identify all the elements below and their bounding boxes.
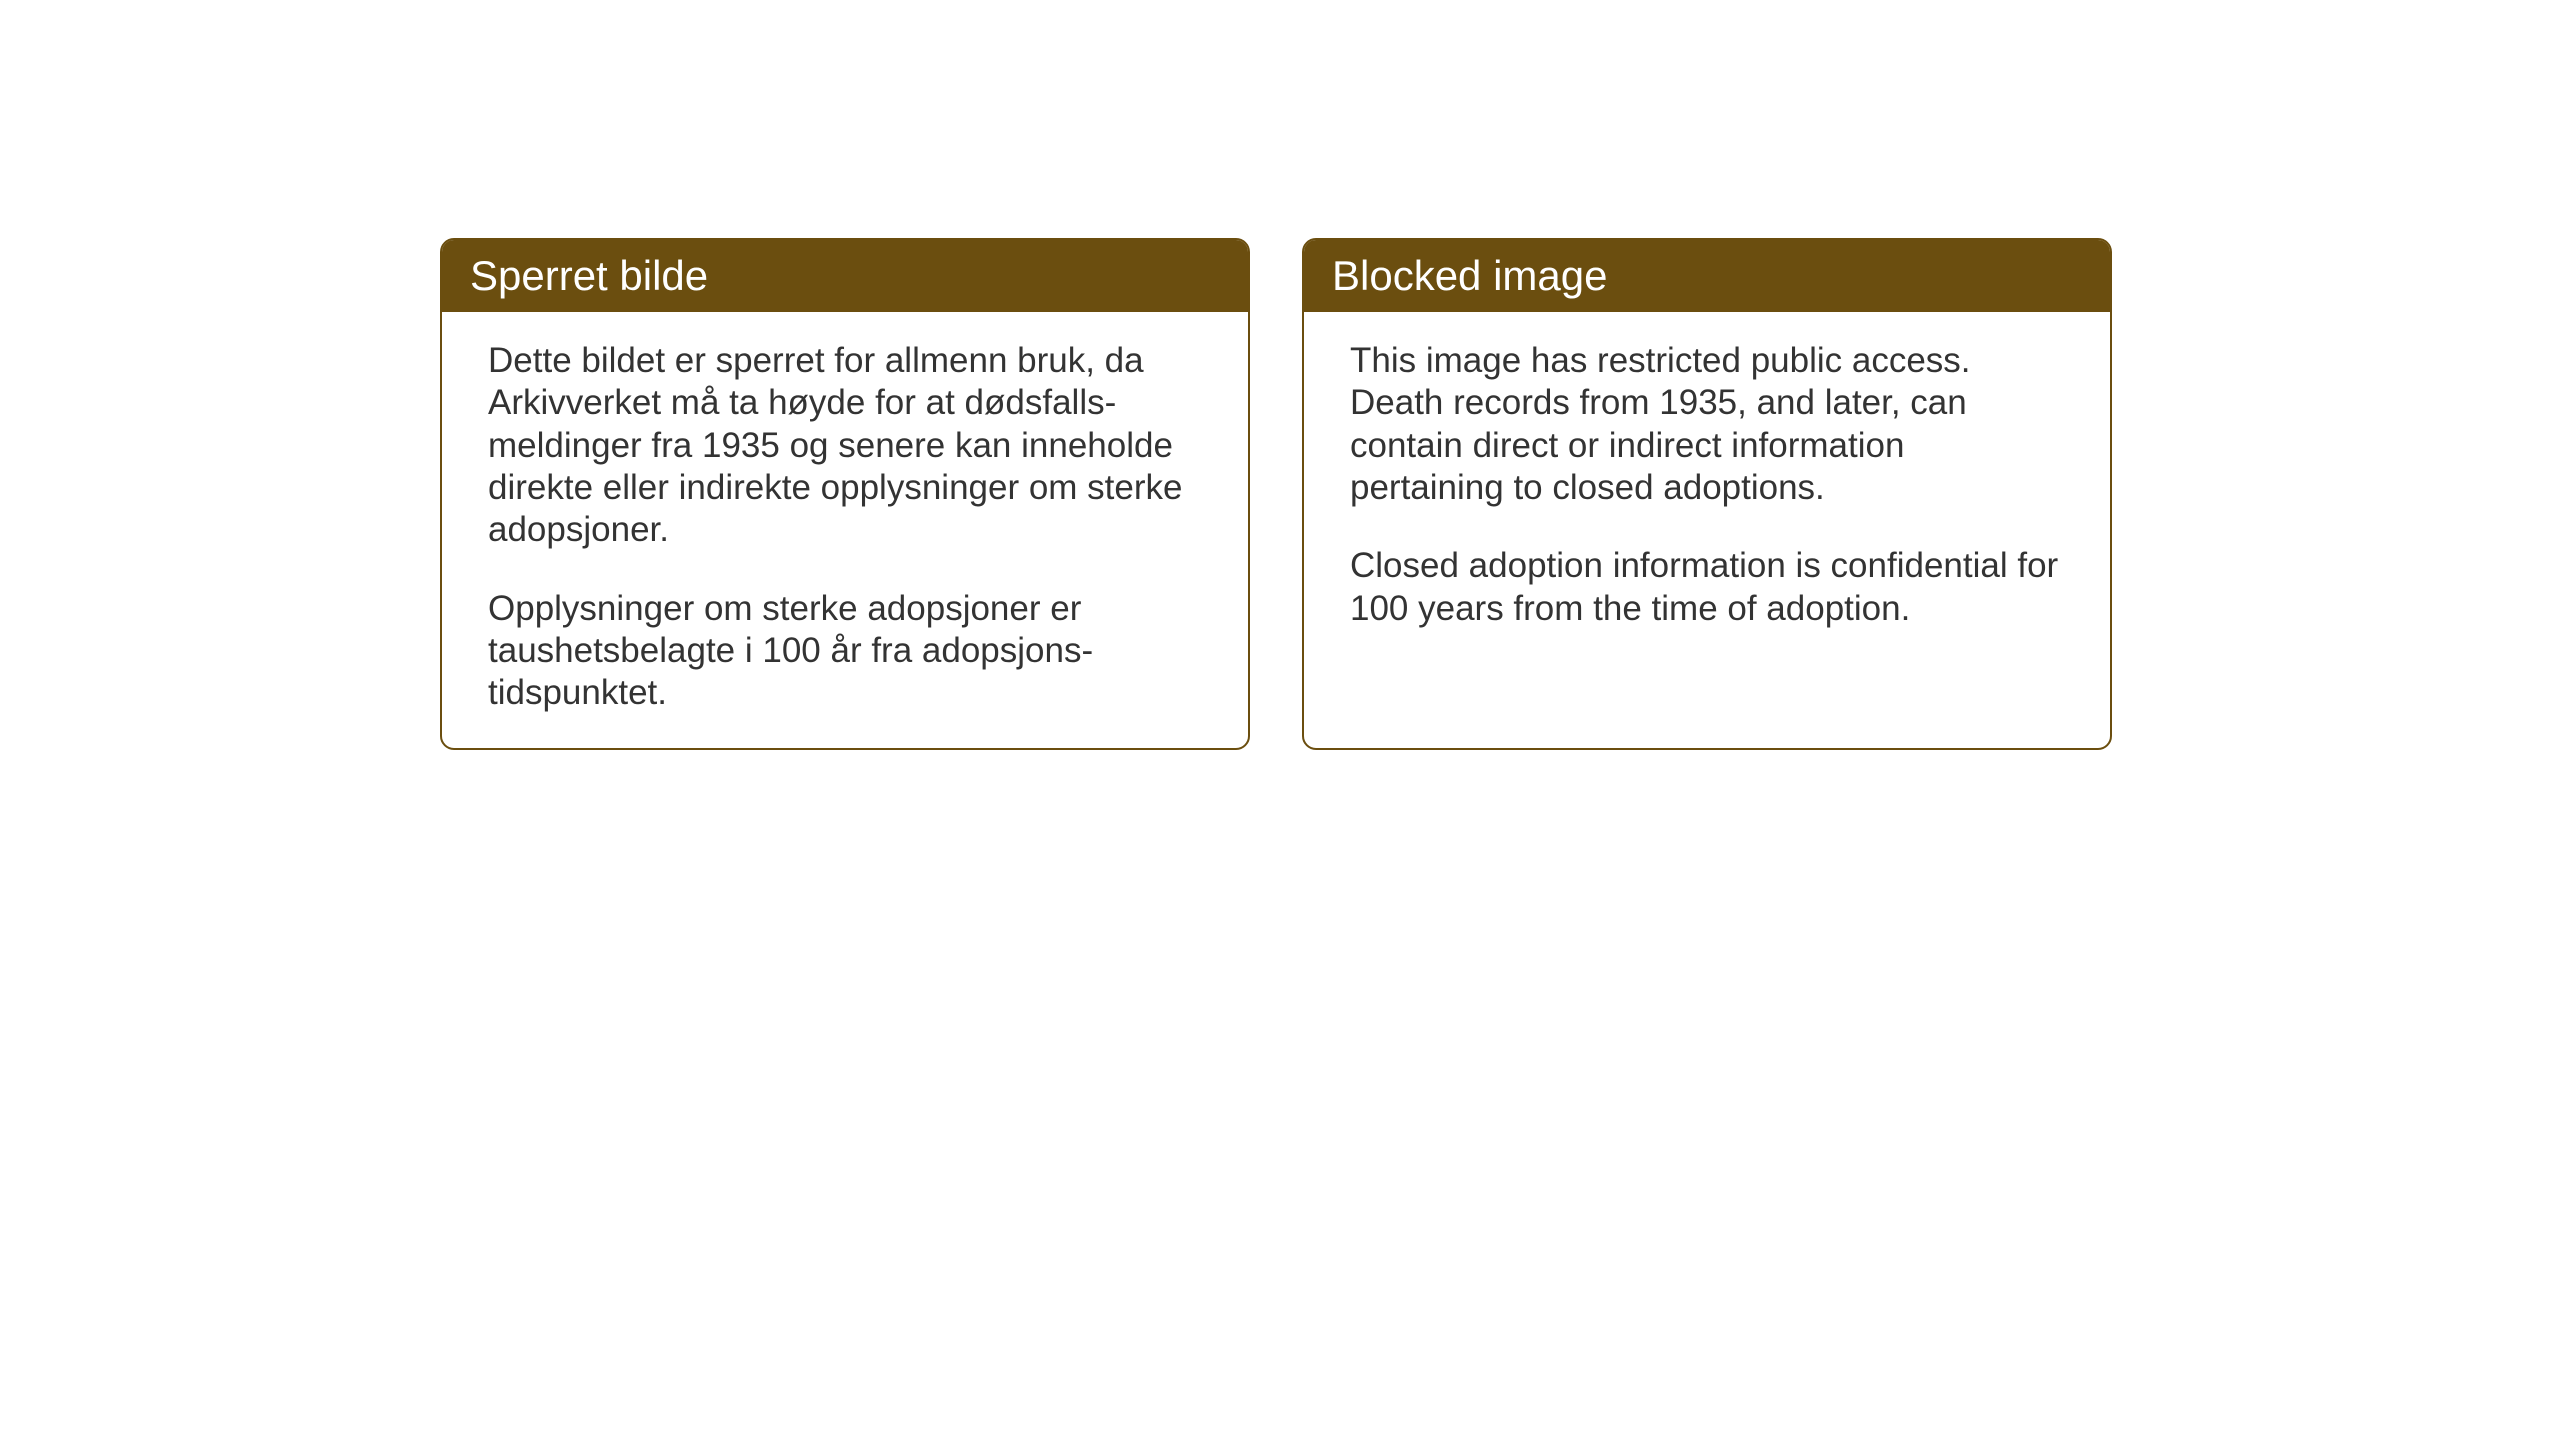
card-body-norwegian: Dette bildet er sperret for allmenn bruk… bbox=[442, 312, 1248, 750]
notice-cards-container: Sperret bilde Dette bildet er sperret fo… bbox=[440, 238, 2112, 750]
card-header-norwegian: Sperret bilde bbox=[442, 240, 1248, 312]
card-paragraph-2-norwegian: Opplysninger om sterke adopsjoner er tau… bbox=[488, 588, 1202, 715]
card-title-english: Blocked image bbox=[1332, 252, 1607, 299]
card-title-norwegian: Sperret bilde bbox=[470, 252, 708, 299]
notice-card-english: Blocked image This image has restricted … bbox=[1302, 238, 2112, 750]
card-body-english: This image has restricted public access.… bbox=[1304, 312, 2110, 666]
card-paragraph-2-english: Closed adoption information is confident… bbox=[1350, 545, 2064, 630]
card-header-english: Blocked image bbox=[1304, 240, 2110, 312]
notice-card-norwegian: Sperret bilde Dette bildet er sperret fo… bbox=[440, 238, 1250, 750]
card-paragraph-1-english: This image has restricted public access.… bbox=[1350, 340, 2064, 509]
card-paragraph-1-norwegian: Dette bildet er sperret for allmenn bruk… bbox=[488, 340, 1202, 552]
